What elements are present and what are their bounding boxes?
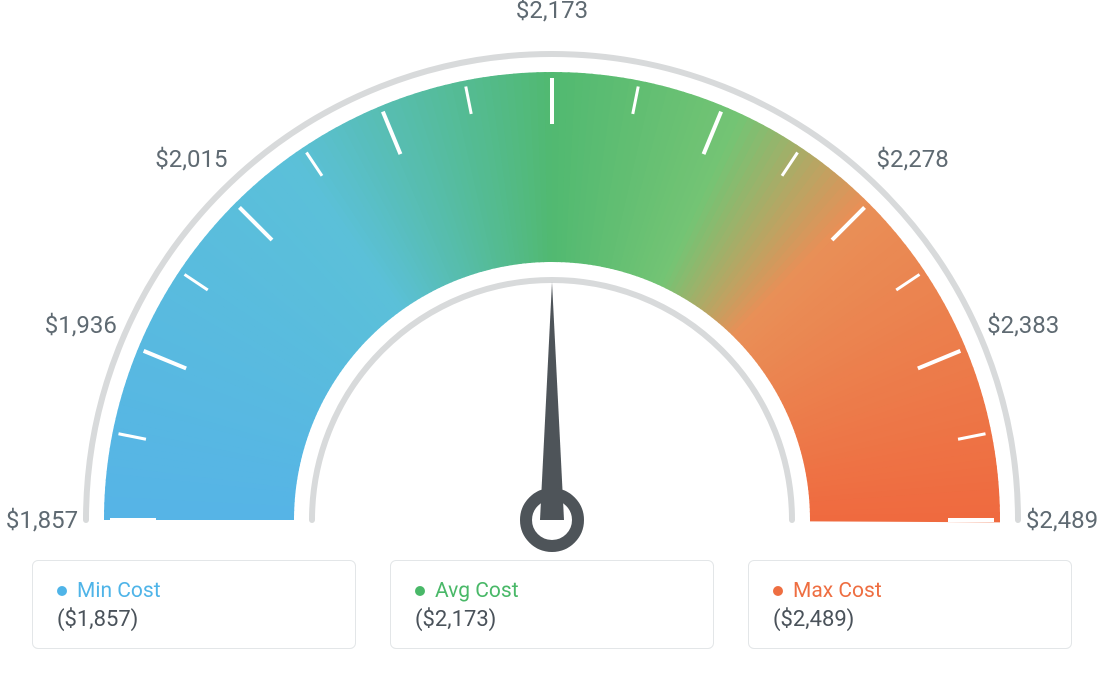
legend-avg-label: Avg Cost <box>435 579 519 603</box>
gauge-tick-label: $2,015 <box>155 145 227 173</box>
gauge-container: $1,857 $1,936 $2,015 $2,173 $2,278 $2,383 $2,4… <box>0 0 1104 560</box>
legend-row: Min Cost ($1,857) Avg Cost ($2,173) Max … <box>32 560 1072 649</box>
legend-min-value: ($1,857) <box>57 607 138 632</box>
legend-min-top: Min Cost <box>57 579 161 603</box>
gauge-needle <box>540 282 564 520</box>
legend-avg-dot <box>415 586 425 596</box>
legend-max-value: ($2,489) <box>773 607 854 632</box>
legend-avg-top: Avg Cost <box>415 579 519 603</box>
legend-max-card: Max Cost ($2,489) <box>748 560 1072 649</box>
gauge-tick-label: $2,489 <box>1026 506 1098 534</box>
legend-min-card: Min Cost ($1,857) <box>32 560 356 649</box>
legend-min-dot <box>57 586 67 596</box>
gauge-chart-page: $1,857 $1,936 $2,015 $2,173 $2,278 $2,383 $2,4… <box>0 0 1104 690</box>
gauge-svg <box>0 0 1104 560</box>
gauge-tick-label: $2,173 <box>516 0 588 24</box>
legend-avg-card: Avg Cost ($2,173) <box>390 560 714 649</box>
gauge-tick-label: $1,936 <box>45 311 117 339</box>
legend-max-dot <box>773 586 783 596</box>
legend-avg-value: ($2,173) <box>415 607 496 632</box>
gauge-tick-label: $2,383 <box>987 311 1059 339</box>
gauge-tick-label: $2,278 <box>877 145 949 173</box>
legend-max-top: Max Cost <box>773 579 882 603</box>
gauge-tick-label: $1,857 <box>6 506 78 534</box>
legend-max-label: Max Cost <box>793 579 882 603</box>
legend-min-label: Min Cost <box>77 579 161 603</box>
